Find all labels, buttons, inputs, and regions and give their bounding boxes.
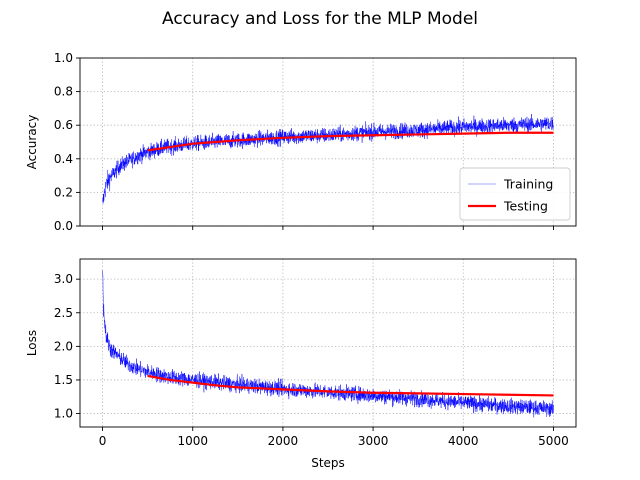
steps-xlabel: Steps <box>311 456 345 470</box>
testing-series-line <box>147 374 554 397</box>
y-tick-label: 1.0 <box>54 407 73 421</box>
y-tick-label: 0.8 <box>54 85 73 99</box>
loss-grid <box>80 259 576 427</box>
legend-label-training: Training <box>503 177 553 192</box>
loss-subplot: 0 1000 2000 3000 4000 5000 1.0 1.5 2.0 2.5 3.0 Los… <box>25 258 577 470</box>
y-tick-label: 2.5 <box>54 306 73 320</box>
accuracy-subplot: 0.0 0.2 0.4 0.6 0.8 1.0 Accuracy Training Test… <box>25 51 577 233</box>
loss-lines <box>102 270 554 418</box>
loss-axes-frame <box>79 258 577 428</box>
y-tick-label: 0.6 <box>54 118 73 132</box>
x-tick-label: 3000 <box>358 434 389 448</box>
x-tick-label: 5000 <box>538 434 569 448</box>
accuracy-axes-frame <box>79 57 577 227</box>
x-tick-label: 0 <box>99 434 107 448</box>
accuracy-ticks: 0.0 0.2 0.4 0.6 0.8 1.0 <box>54 51 554 233</box>
y-tick-label: 1.0 <box>54 51 73 65</box>
y-tick-label: 3.0 <box>54 272 73 286</box>
loss-ylabel: Loss <box>25 330 39 356</box>
legend: Training Testing <box>459 167 571 221</box>
testing-series-line <box>147 131 554 152</box>
y-tick-label: 0.4 <box>54 152 73 166</box>
x-tick-label: 1000 <box>177 434 208 448</box>
figure-title: Accuracy and Loss for the MLP Model <box>162 9 478 29</box>
x-tick-label: 2000 <box>268 434 299 448</box>
loss-ticks: 0 1000 2000 3000 4000 5000 1.0 1.5 2.0 2.5 3.0 <box>54 272 569 448</box>
y-tick-label: 2.0 <box>54 339 73 353</box>
accuracy-ylabel: Accuracy <box>25 115 39 170</box>
y-tick-label: 0.0 <box>54 219 73 233</box>
y-tick-label: 0.2 <box>54 185 73 199</box>
legend-label-testing: Testing <box>503 199 548 214</box>
accuracy-lines <box>102 113 554 204</box>
x-tick-label: 4000 <box>448 434 479 448</box>
y-tick-label: 1.5 <box>54 373 73 387</box>
